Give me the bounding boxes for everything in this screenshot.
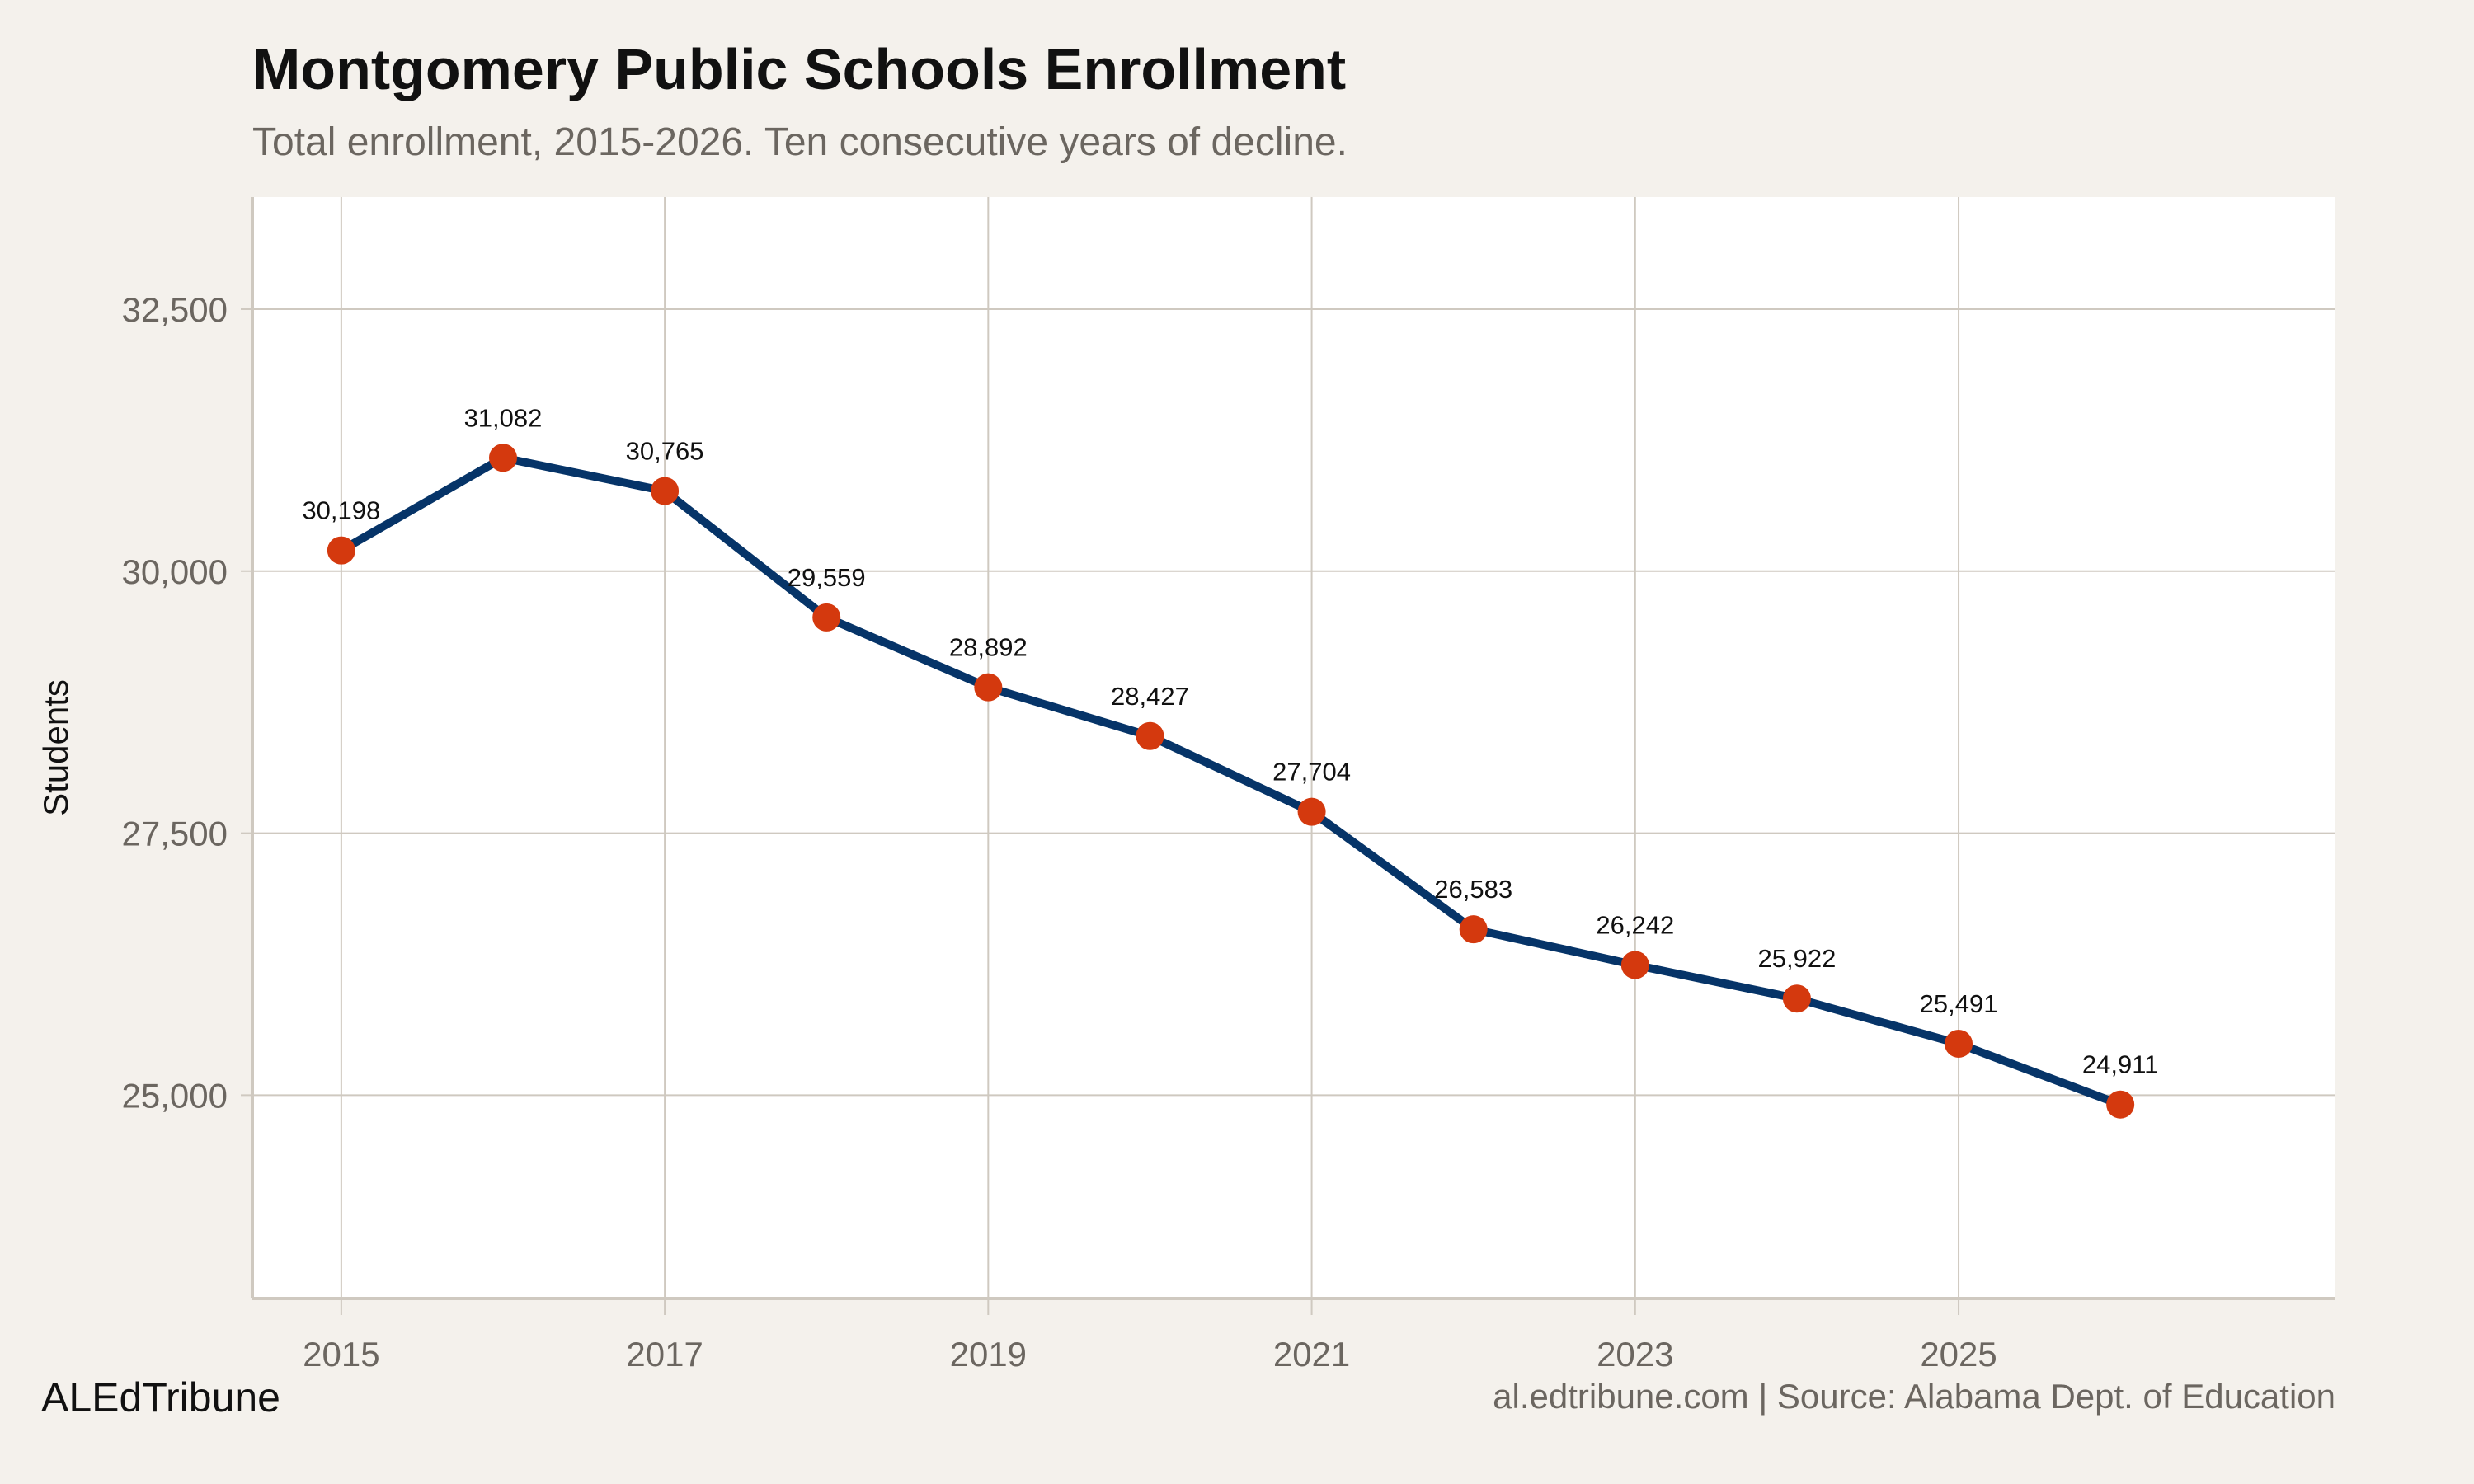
x-tick-label: 2025 xyxy=(1920,1335,1997,1374)
y-axis-label: Students xyxy=(36,679,75,816)
data-label: 25,922 xyxy=(1758,944,1837,973)
data-label: 27,704 xyxy=(1272,758,1351,787)
data-label: 26,242 xyxy=(1596,911,1674,940)
data-point xyxy=(1782,984,1811,1013)
brand-logo-text: ALEdTribune xyxy=(41,1374,280,1421)
data-label: 31,082 xyxy=(464,403,543,432)
x-tick-label: 2021 xyxy=(1273,1335,1350,1374)
data-labels: 30,198 31,082 30,765 29,559 28,892 28,427 27,7… xyxy=(302,403,2158,1078)
y-axis-ticks: 25,000 27,500 30,000 32,500 xyxy=(122,290,228,1115)
x-axis-ticks: 2015 2017 2019 2021 2023 2025 xyxy=(303,1335,1997,1374)
y-tick-label: 27,500 xyxy=(122,815,228,853)
data-label: 29,559 xyxy=(788,563,866,592)
chart-subtitle: Total enrollment, 2015-2026. Ten consecu… xyxy=(252,120,1348,164)
plot-panel xyxy=(252,197,2335,1298)
gridlines xyxy=(241,197,2335,1315)
data-point xyxy=(812,603,841,632)
x-tick-label: 2017 xyxy=(626,1335,703,1374)
data-label: 28,427 xyxy=(1111,682,1189,711)
y-tick-label: 32,500 xyxy=(122,290,228,329)
data-point xyxy=(1297,797,1326,826)
data-label: 25,491 xyxy=(1920,989,1998,1018)
data-label: 26,583 xyxy=(1434,875,1512,904)
data-point xyxy=(1459,915,1488,944)
x-tick-label: 2019 xyxy=(950,1335,1027,1374)
data-label: 30,198 xyxy=(302,496,380,525)
data-point xyxy=(488,444,517,472)
data-point xyxy=(651,477,680,505)
enrollment-line xyxy=(339,453,2122,1109)
source-note: al.edtribune.com | Source: Alabama Dept.… xyxy=(1493,1377,2335,1416)
data-point xyxy=(1620,951,1649,979)
data-label: 24,911 xyxy=(2082,1050,2159,1079)
data-point xyxy=(974,673,1003,702)
data-point xyxy=(2106,1090,2135,1119)
y-tick-label: 30,000 xyxy=(122,552,228,591)
y-tick-label: 25,000 xyxy=(122,1076,228,1115)
x-tick-label: 2023 xyxy=(1597,1335,1673,1374)
data-point xyxy=(1136,721,1164,750)
data-points xyxy=(327,444,2135,1119)
data-label: 28,892 xyxy=(949,633,1028,662)
data-label: 30,765 xyxy=(626,437,704,466)
chart-title: Montgomery Public Schools Enrollment xyxy=(252,37,1346,101)
data-point xyxy=(327,536,355,565)
data-point xyxy=(1945,1029,1973,1058)
x-tick-label: 2015 xyxy=(303,1335,379,1374)
